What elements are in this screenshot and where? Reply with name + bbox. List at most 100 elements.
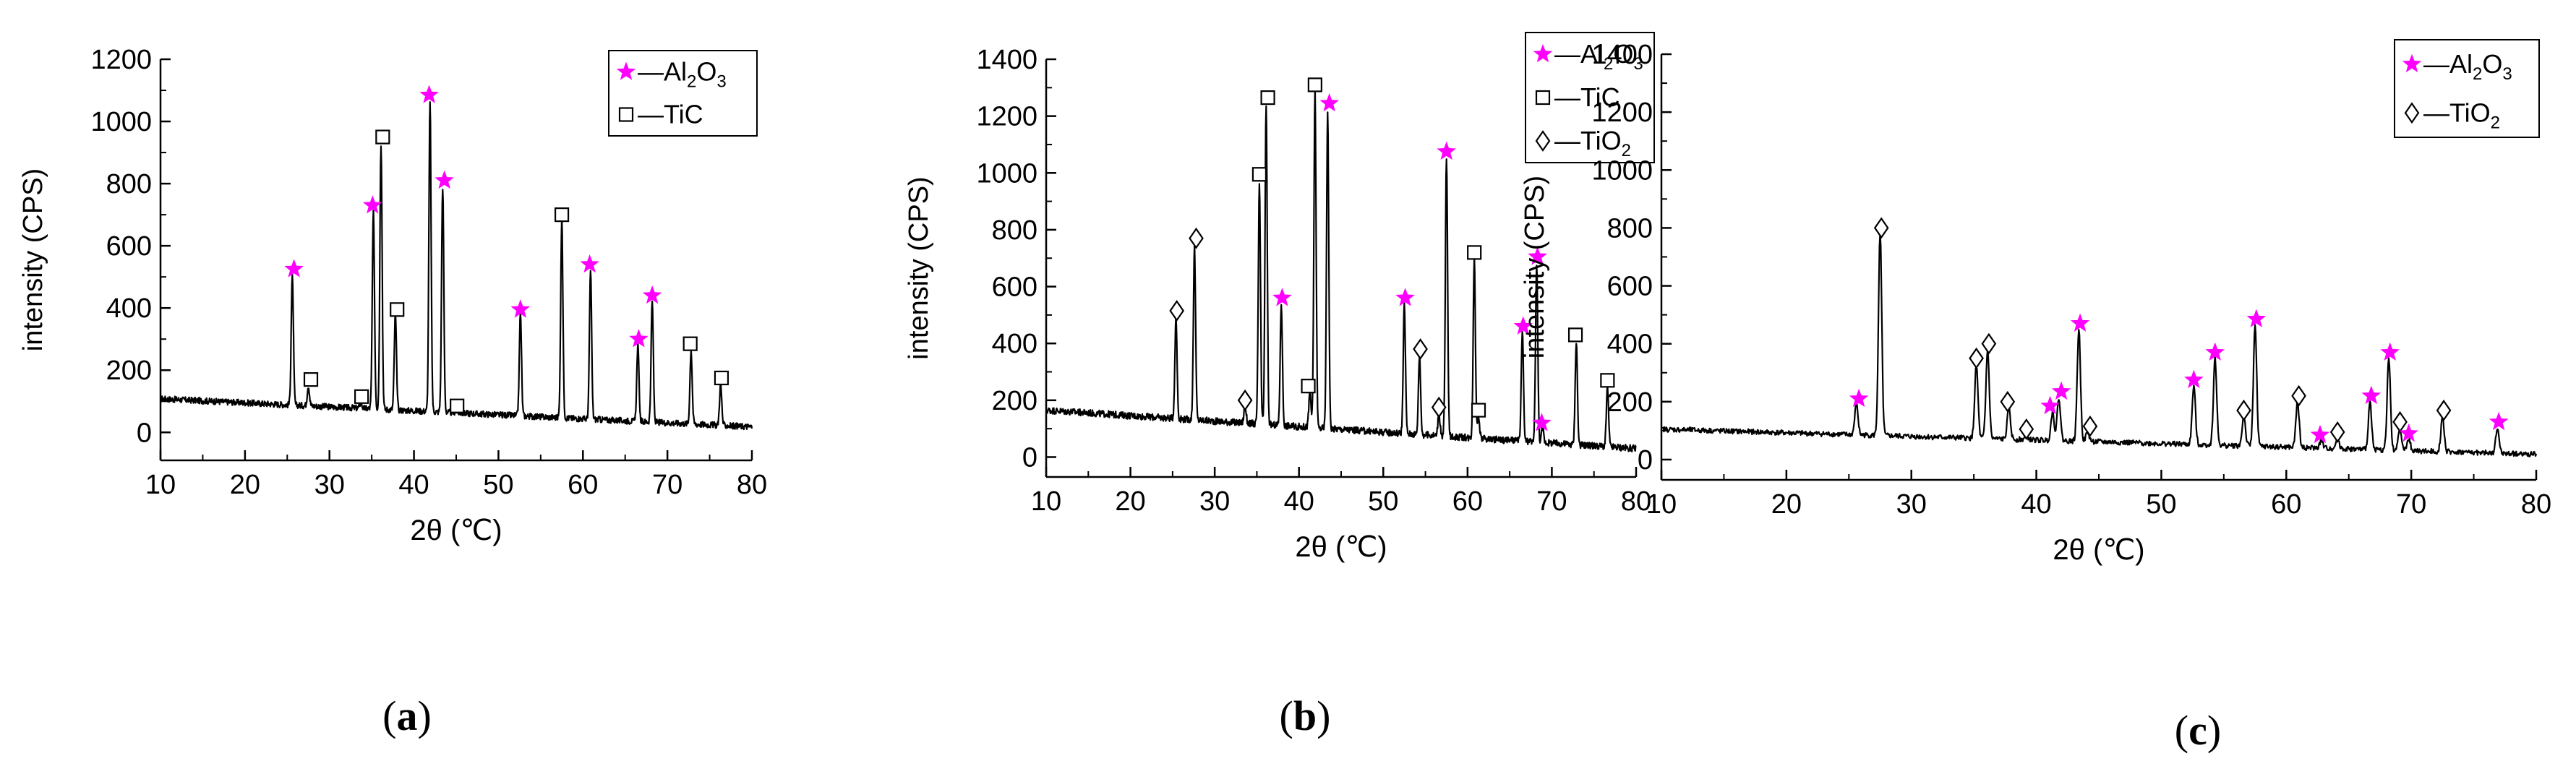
- legend-marker-diamond: [1535, 130, 1551, 152]
- legend-marker-star: [1533, 44, 1553, 63]
- x-tick-label: 30: [314, 470, 345, 500]
- x-tick-label: 20: [230, 470, 260, 500]
- phase-marker-square: [390, 302, 405, 317]
- phase-marker-star: [2399, 423, 2418, 442]
- phase-marker-square: [303, 372, 319, 387]
- x-tick-label: 50: [483, 470, 513, 500]
- y-tick-label: 200: [992, 386, 1037, 416]
- phase-marker-diamond: [2436, 399, 2452, 421]
- phase-marker-star: [2310, 424, 2330, 444]
- phase-marker-square: [1251, 167, 1267, 182]
- phase-marker-star: [1513, 316, 1533, 335]
- phase-marker-diamond: [2236, 399, 2251, 421]
- phase-marker-square: [1301, 379, 1316, 394]
- phase-marker-star: [284, 259, 304, 278]
- chart-panel-b: 10 20 30 40 50 60 70 80020040060080010001200140…: [904, 32, 1655, 563]
- x-tick-label: 10: [1646, 489, 1677, 520]
- phase-marker-star: [510, 299, 531, 318]
- phase-marker-diamond: [1431, 396, 1447, 418]
- phase-marker-star: [419, 85, 439, 103]
- legend-marker-diamond: [2404, 102, 2420, 124]
- legend-label: —TiC: [1554, 82, 1620, 112]
- phase-marker-star: [1532, 413, 1552, 431]
- y-tick-label: 800: [1607, 213, 1653, 244]
- phase-marker-star: [1272, 288, 1292, 306]
- phase-marker-diamond: [2000, 390, 2016, 413]
- phase-marker-star: [2361, 385, 2382, 405]
- y-tick-label: 1200: [90, 45, 152, 75]
- phase-marker-star: [2380, 342, 2400, 361]
- phase-marker-star: [2040, 395, 2060, 415]
- y-tick-label: 1000: [90, 107, 152, 137]
- x-tick-label: 80: [737, 470, 767, 500]
- x-axis-label: 2θ (℃): [410, 515, 502, 546]
- y-tick-label: 400: [1607, 330, 1653, 360]
- phase-marker-square: [375, 129, 390, 145]
- y-axis-label: intensity (CPS): [904, 176, 934, 359]
- phase-marker-diamond: [1169, 300, 1185, 322]
- legend-label: —Al2O3: [2423, 49, 2512, 84]
- y-tick-label: 800: [992, 215, 1037, 246]
- x-tick-label: 10: [145, 470, 176, 500]
- phase-marker-diamond: [1981, 332, 1997, 355]
- phase-marker-star: [1849, 388, 1869, 408]
- phase-marker-diamond: [1969, 347, 1984, 369]
- y-tick-label: 1000: [1591, 155, 1653, 186]
- phase-marker-star: [2051, 381, 2071, 400]
- y-tick-label: 600: [992, 272, 1037, 303]
- panel-label-b: (b): [1280, 692, 1331, 739]
- phase-marker-star: [2489, 411, 2509, 431]
- phase-marker-diamond: [2082, 415, 2098, 437]
- x-tick-label: 60: [568, 470, 598, 500]
- x-tick-label: 40: [2021, 489, 2051, 520]
- phase-marker-star: [2246, 309, 2267, 327]
- legend-box: [608, 50, 758, 137]
- phase-marker-square: [1467, 245, 1482, 260]
- phase-marker-diamond: [2392, 410, 2408, 433]
- phase-marker-square: [554, 207, 570, 223]
- phase-marker-star: [629, 329, 649, 348]
- x-tick-label: 80: [1621, 486, 1651, 517]
- x-tick-label: 10: [1031, 486, 1061, 517]
- x-tick-label: 60: [2271, 489, 2301, 520]
- phase-marker-diamond: [2019, 418, 2034, 440]
- phase-marker-square: [1567, 327, 1583, 343]
- y-tick-label: 1400: [976, 45, 1037, 75]
- x-tick-label: 50: [2146, 489, 2176, 520]
- x-tick-label: 60: [1452, 486, 1483, 517]
- phase-marker-square: [1307, 77, 1322, 93]
- phase-marker-star: [1437, 141, 1456, 160]
- x-axis-label: 2θ (℃): [1295, 531, 1387, 563]
- y-tick-label: 600: [106, 231, 152, 262]
- y-axis-label: intensity (CPS): [18, 168, 48, 351]
- phase-marker-diamond: [1189, 227, 1204, 249]
- phase-marker-star: [2205, 342, 2225, 361]
- phase-marker-diamond: [1873, 217, 1889, 239]
- x-tick-label: 50: [1368, 486, 1398, 517]
- legend-marker-star: [616, 61, 636, 80]
- x-tick-label: 70: [2396, 489, 2426, 520]
- xrd-pattern-line: [1045, 87, 1637, 453]
- x-tick-label: 20: [1771, 489, 1802, 520]
- xrd-pattern-line: [1661, 233, 2538, 457]
- phase-marker-star: [435, 170, 454, 189]
- phase-marker-diamond: [1413, 338, 1428, 360]
- x-tick-label: 70: [1536, 486, 1567, 517]
- chart-panel-c: 10 20 30 40 50 60 70 80020040060080010001200140…: [1520, 39, 2551, 566]
- y-tick-label: 0: [1022, 442, 1037, 473]
- x-tick-label: 30: [1199, 486, 1230, 517]
- legend: —Al2O3 —TiO2: [2394, 39, 2540, 138]
- x-tick-label: 20: [1115, 486, 1145, 517]
- phase-marker-square: [1600, 373, 1615, 388]
- legend-label: —TiC: [638, 100, 703, 129]
- xrd-pattern-line: [160, 101, 753, 431]
- legend-marker-star: [2402, 53, 2422, 73]
- x-tick-label: 80: [2521, 489, 2551, 520]
- phase-marker-square: [682, 336, 698, 351]
- y-tick-label: 200: [1607, 387, 1653, 418]
- y-tick-label: 1400: [1591, 40, 1653, 70]
- legend-label: —TiO2: [1554, 126, 1631, 160]
- y-axis-label: intensity (CPS): [1520, 176, 1550, 358]
- phase-marker-diamond: [2329, 421, 2345, 443]
